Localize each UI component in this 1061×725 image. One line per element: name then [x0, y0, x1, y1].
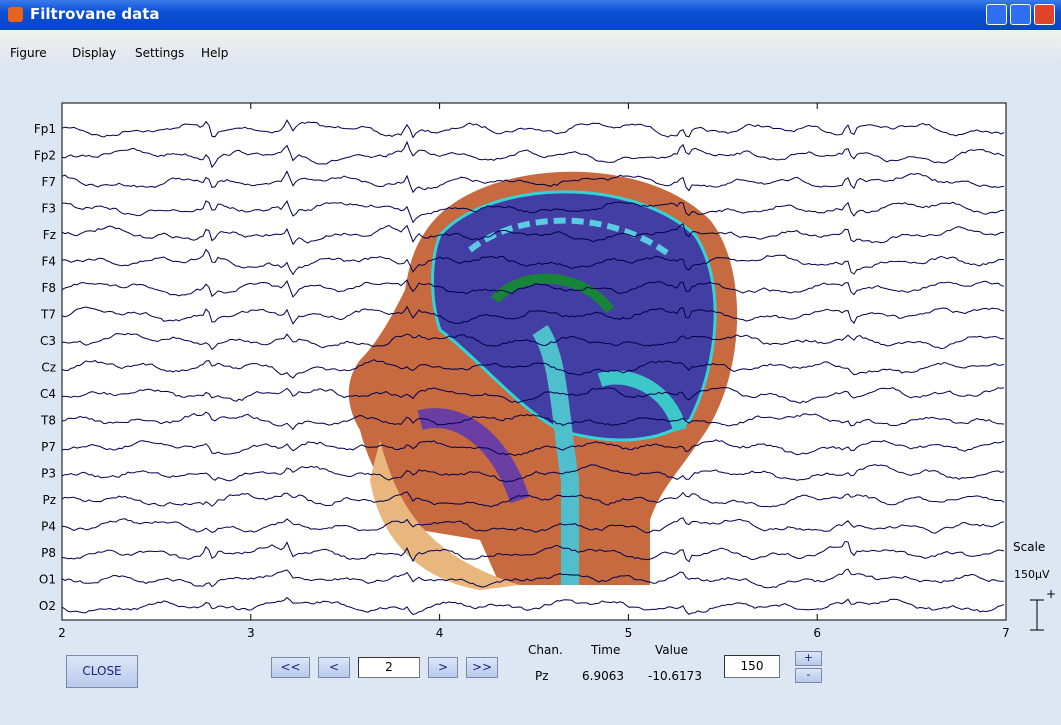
channel-label: O2: [39, 599, 56, 613]
first-button[interactable]: <<: [271, 657, 310, 678]
eeg-plot: Scale 150µV + 2 3 4 5 6 7 Fp1 Fp2 F7 F3 Fz F4 F8 T7 C3…: [0, 0, 1061, 650]
channel-label: T8: [40, 414, 56, 428]
scale-input[interactable]: 150: [724, 655, 780, 678]
chan-header: Chan.: [528, 643, 563, 657]
x-tick-label: 4: [436, 626, 444, 640]
prev-button[interactable]: <: [318, 657, 350, 678]
channel-label: Fp2: [34, 149, 56, 163]
channel-label: C4: [40, 387, 56, 401]
channel-label: P4: [41, 520, 56, 534]
channel-label: C3: [40, 334, 56, 348]
decrease-button[interactable]: -: [795, 668, 822, 683]
x-tick-label: 2: [58, 626, 66, 640]
close-button[interactable]: CLOSE: [66, 655, 138, 688]
channel-label: F3: [41, 202, 56, 216]
value-header: Value: [655, 643, 688, 657]
scale-title: Scale: [1013, 540, 1045, 554]
x-tick-label: 5: [625, 626, 633, 640]
x-tick-label: 7: [1002, 626, 1010, 640]
channel-label: P7: [41, 440, 56, 454]
next-button[interactable]: >: [428, 657, 458, 678]
value-value: -10.6173: [648, 669, 702, 683]
last-button[interactable]: >>: [466, 657, 498, 678]
channel-label: T7: [40, 308, 56, 322]
increase-button[interactable]: +: [795, 651, 822, 666]
channel-label: Fp1: [34, 122, 56, 136]
scale-value: 150µV: [1014, 568, 1050, 581]
scale-plus: +: [1046, 587, 1056, 601]
channel-label: F7: [41, 175, 56, 189]
channel-label: P8: [41, 546, 56, 560]
page-input[interactable]: 2: [358, 657, 420, 678]
channel-label: P3: [41, 467, 56, 481]
x-tick-label: 3: [247, 626, 255, 640]
channel-label: Cz: [41, 361, 56, 375]
channel-label: F8: [41, 281, 56, 295]
time-value: 6.9063: [582, 669, 624, 683]
channel-label: F4: [41, 255, 56, 269]
x-tick-label: 6: [813, 626, 821, 640]
channel-label: Fz: [43, 228, 56, 242]
chan-value: Pz: [535, 669, 549, 683]
time-header: Time: [591, 643, 620, 657]
window: Filtrovane data Figure Display Settings …: [0, 0, 1061, 725]
channel-label: O1: [39, 573, 56, 587]
scale-bar: [1030, 600, 1044, 630]
channel-label: Pz: [42, 493, 56, 507]
